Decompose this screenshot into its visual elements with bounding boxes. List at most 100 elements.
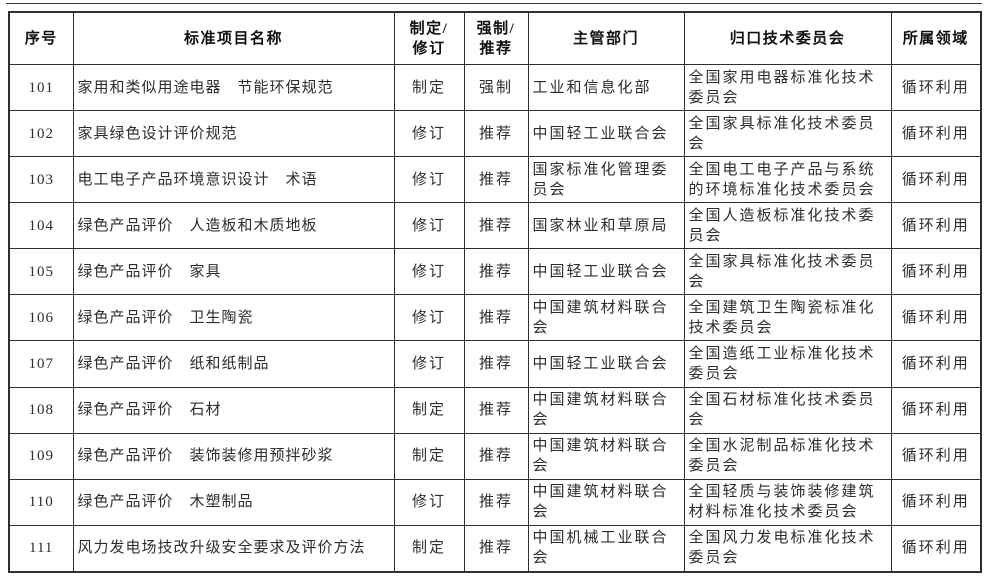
col-header-field: 所属领域 — [890, 11, 982, 65]
cell-action: 修订 — [393, 294, 465, 342]
cell-action: 制定 — [393, 386, 465, 434]
cell-field: 循环利用 — [890, 63, 982, 112]
cell-no: 109 — [8, 432, 74, 480]
cell-name: 电工电子产品环境意识设计 术语 — [72, 156, 395, 204]
cell-enforce: 推荐 — [463, 156, 529, 204]
cell-no: 105 — [8, 248, 74, 296]
col-header-committee: 归口技术委员会 — [683, 11, 892, 65]
cell-department: 中国建筑材料联合会 — [527, 432, 685, 480]
cell-enforce: 强制 — [463, 63, 529, 112]
cell-enforce: 推荐 — [463, 248, 529, 296]
table-body: 101 家用和类似用途电器 节能环保规范 制定 强制 工业和信息化部 全国家用电… — [8, 63, 982, 573]
cell-action: 制定 — [393, 63, 465, 112]
cell-no: 108 — [8, 386, 74, 434]
cell-no: 102 — [8, 110, 74, 158]
cell-name: 绿色产品评价 家具 — [72, 248, 395, 296]
cell-department: 中国建筑材料联合会 — [527, 478, 685, 526]
cell-enforce: 推荐 — [463, 386, 529, 434]
cell-committee: 全国造纸工业标准化技术委员会 — [683, 340, 892, 388]
cell-name: 绿色产品评价 卫生陶瓷 — [72, 294, 395, 342]
cell-department: 中国建筑材料联合会 — [527, 294, 685, 342]
table-row: 111 风力发电场技改升级安全要求及评价方法 制定 推荐 中国机械工业联合会 全… — [8, 524, 982, 573]
table-row: 102 家具绿色设计评价规范 修订 推荐 中国轻工业联合会 全国家具标准化技术委… — [8, 110, 982, 158]
cell-committee: 全国家具标准化技术委员会 — [683, 110, 892, 158]
cell-field: 循环利用 — [890, 202, 982, 250]
table-row: 105 绿色产品评价 家具 修订 推荐 中国轻工业联合会 全国家具标准化技术委员… — [8, 248, 982, 296]
cell-action: 修订 — [393, 248, 465, 296]
cell-name: 绿色产品评价 石材 — [72, 386, 395, 434]
table-row: 108 绿色产品评价 石材 制定 推荐 中国建筑材料联合会 全国石材标准化技术委… — [8, 386, 982, 434]
cell-no: 111 — [8, 524, 74, 573]
cell-department: 中国机械工业联合会 — [527, 524, 685, 573]
page-top-rule — [6, 3, 982, 4]
cell-no: 101 — [8, 63, 74, 112]
cell-action: 修订 — [393, 110, 465, 158]
cell-committee: 全国家具标准化技术委员会 — [683, 248, 892, 296]
table-row: 103 电工电子产品环境意识设计 术语 修订 推荐 国家标准化管理委员会 全国电… — [8, 156, 982, 204]
table-row: 101 家用和类似用途电器 节能环保规范 制定 强制 工业和信息化部 全国家用电… — [8, 63, 982, 112]
cell-committee: 全国家用电器标准化技术委员会 — [683, 63, 892, 112]
col-header-action: 制定/ 修订 — [393, 11, 465, 65]
cell-enforce: 推荐 — [463, 340, 529, 388]
cell-no: 110 — [8, 478, 74, 526]
cell-name: 绿色产品评价 装饰装修用预拌砂浆 — [72, 432, 395, 480]
cell-department: 中国建筑材料联合会 — [527, 386, 685, 434]
cell-department: 中国轻工业联合会 — [527, 340, 685, 388]
table-row: 106 绿色产品评价 卫生陶瓷 修订 推荐 中国建筑材料联合会 全国建筑卫生陶瓷… — [8, 294, 982, 342]
table-header: 序号 标准项目名称 制定/ 修订 强制/ 推荐 主管部门 归口技术委员会 所属领… — [8, 11, 982, 65]
cell-action: 修订 — [393, 340, 465, 388]
cell-field: 循环利用 — [890, 248, 982, 296]
cell-department: 工业和信息化部 — [527, 63, 685, 112]
cell-department: 国家林业和草原局 — [527, 202, 685, 250]
cell-field: 循环利用 — [890, 110, 982, 158]
cell-action: 制定 — [393, 524, 465, 573]
col-header-department: 主管部门 — [527, 11, 685, 65]
standards-table: 序号 标准项目名称 制定/ 修订 强制/ 推荐 主管部门 归口技术委员会 所属领… — [8, 11, 982, 573]
cell-committee: 全国石材标准化技术委员会 — [683, 386, 892, 434]
table-row: 107 绿色产品评价 纸和纸制品 修订 推荐 中国轻工业联合会 全国造纸工业标准… — [8, 340, 982, 388]
cell-name: 绿色产品评价 人造板和木质地板 — [72, 202, 395, 250]
col-header-enforce: 强制/ 推荐 — [463, 11, 529, 65]
cell-name: 家具绿色设计评价规范 — [72, 110, 395, 158]
cell-no: 106 — [8, 294, 74, 342]
cell-field: 循环利用 — [890, 340, 982, 388]
cell-action: 修订 — [393, 478, 465, 526]
cell-enforce: 推荐 — [463, 202, 529, 250]
cell-field: 循环利用 — [890, 478, 982, 526]
cell-field: 循环利用 — [890, 386, 982, 434]
cell-department: 中国轻工业联合会 — [527, 248, 685, 296]
cell-enforce: 推荐 — [463, 294, 529, 342]
cell-field: 循环利用 — [890, 524, 982, 573]
table-row: 104 绿色产品评价 人造板和木质地板 修订 推荐 国家林业和草原局 全国人造板… — [8, 202, 982, 250]
cell-committee: 全国建筑卫生陶瓷标准化技术委员会 — [683, 294, 892, 342]
cell-field: 循环利用 — [890, 432, 982, 480]
cell-committee: 全国人造板标准化技术委员会 — [683, 202, 892, 250]
cell-no: 107 — [8, 340, 74, 388]
cell-committee: 全国水泥制品标准化技术委员会 — [683, 432, 892, 480]
cell-department: 中国轻工业联合会 — [527, 110, 685, 158]
cell-action: 制定 — [393, 432, 465, 480]
cell-name: 绿色产品评价 纸和纸制品 — [72, 340, 395, 388]
cell-enforce: 推荐 — [463, 110, 529, 158]
cell-name: 绿色产品评价 木塑制品 — [72, 478, 395, 526]
cell-department: 国家标准化管理委员会 — [527, 156, 685, 204]
cell-action: 修订 — [393, 156, 465, 204]
cell-field: 循环利用 — [890, 156, 982, 204]
cell-committee: 全国风力发电标准化技术委员会 — [683, 524, 892, 573]
col-header-name: 标准项目名称 — [72, 11, 395, 65]
cell-no: 103 — [8, 156, 74, 204]
cell-committee: 全国轻质与装饰装修建筑材料标准化技术委员会 — [683, 478, 892, 526]
cell-enforce: 推荐 — [463, 524, 529, 573]
cell-no: 104 — [8, 202, 74, 250]
cell-name: 家用和类似用途电器 节能环保规范 — [72, 63, 395, 112]
cell-enforce: 推荐 — [463, 478, 529, 526]
cell-field: 循环利用 — [890, 294, 982, 342]
cell-action: 修订 — [393, 202, 465, 250]
table-row: 110 绿色产品评价 木塑制品 修订 推荐 中国建筑材料联合会 全国轻质与装饰装… — [8, 478, 982, 526]
header-row: 序号 标准项目名称 制定/ 修订 强制/ 推荐 主管部门 归口技术委员会 所属领… — [8, 11, 982, 65]
cell-enforce: 推荐 — [463, 432, 529, 480]
table-row: 109 绿色产品评价 装饰装修用预拌砂浆 制定 推荐 中国建筑材料联合会 全国水… — [8, 432, 982, 480]
cell-name: 风力发电场技改升级安全要求及评价方法 — [72, 524, 395, 573]
col-header-no: 序号 — [8, 11, 74, 65]
